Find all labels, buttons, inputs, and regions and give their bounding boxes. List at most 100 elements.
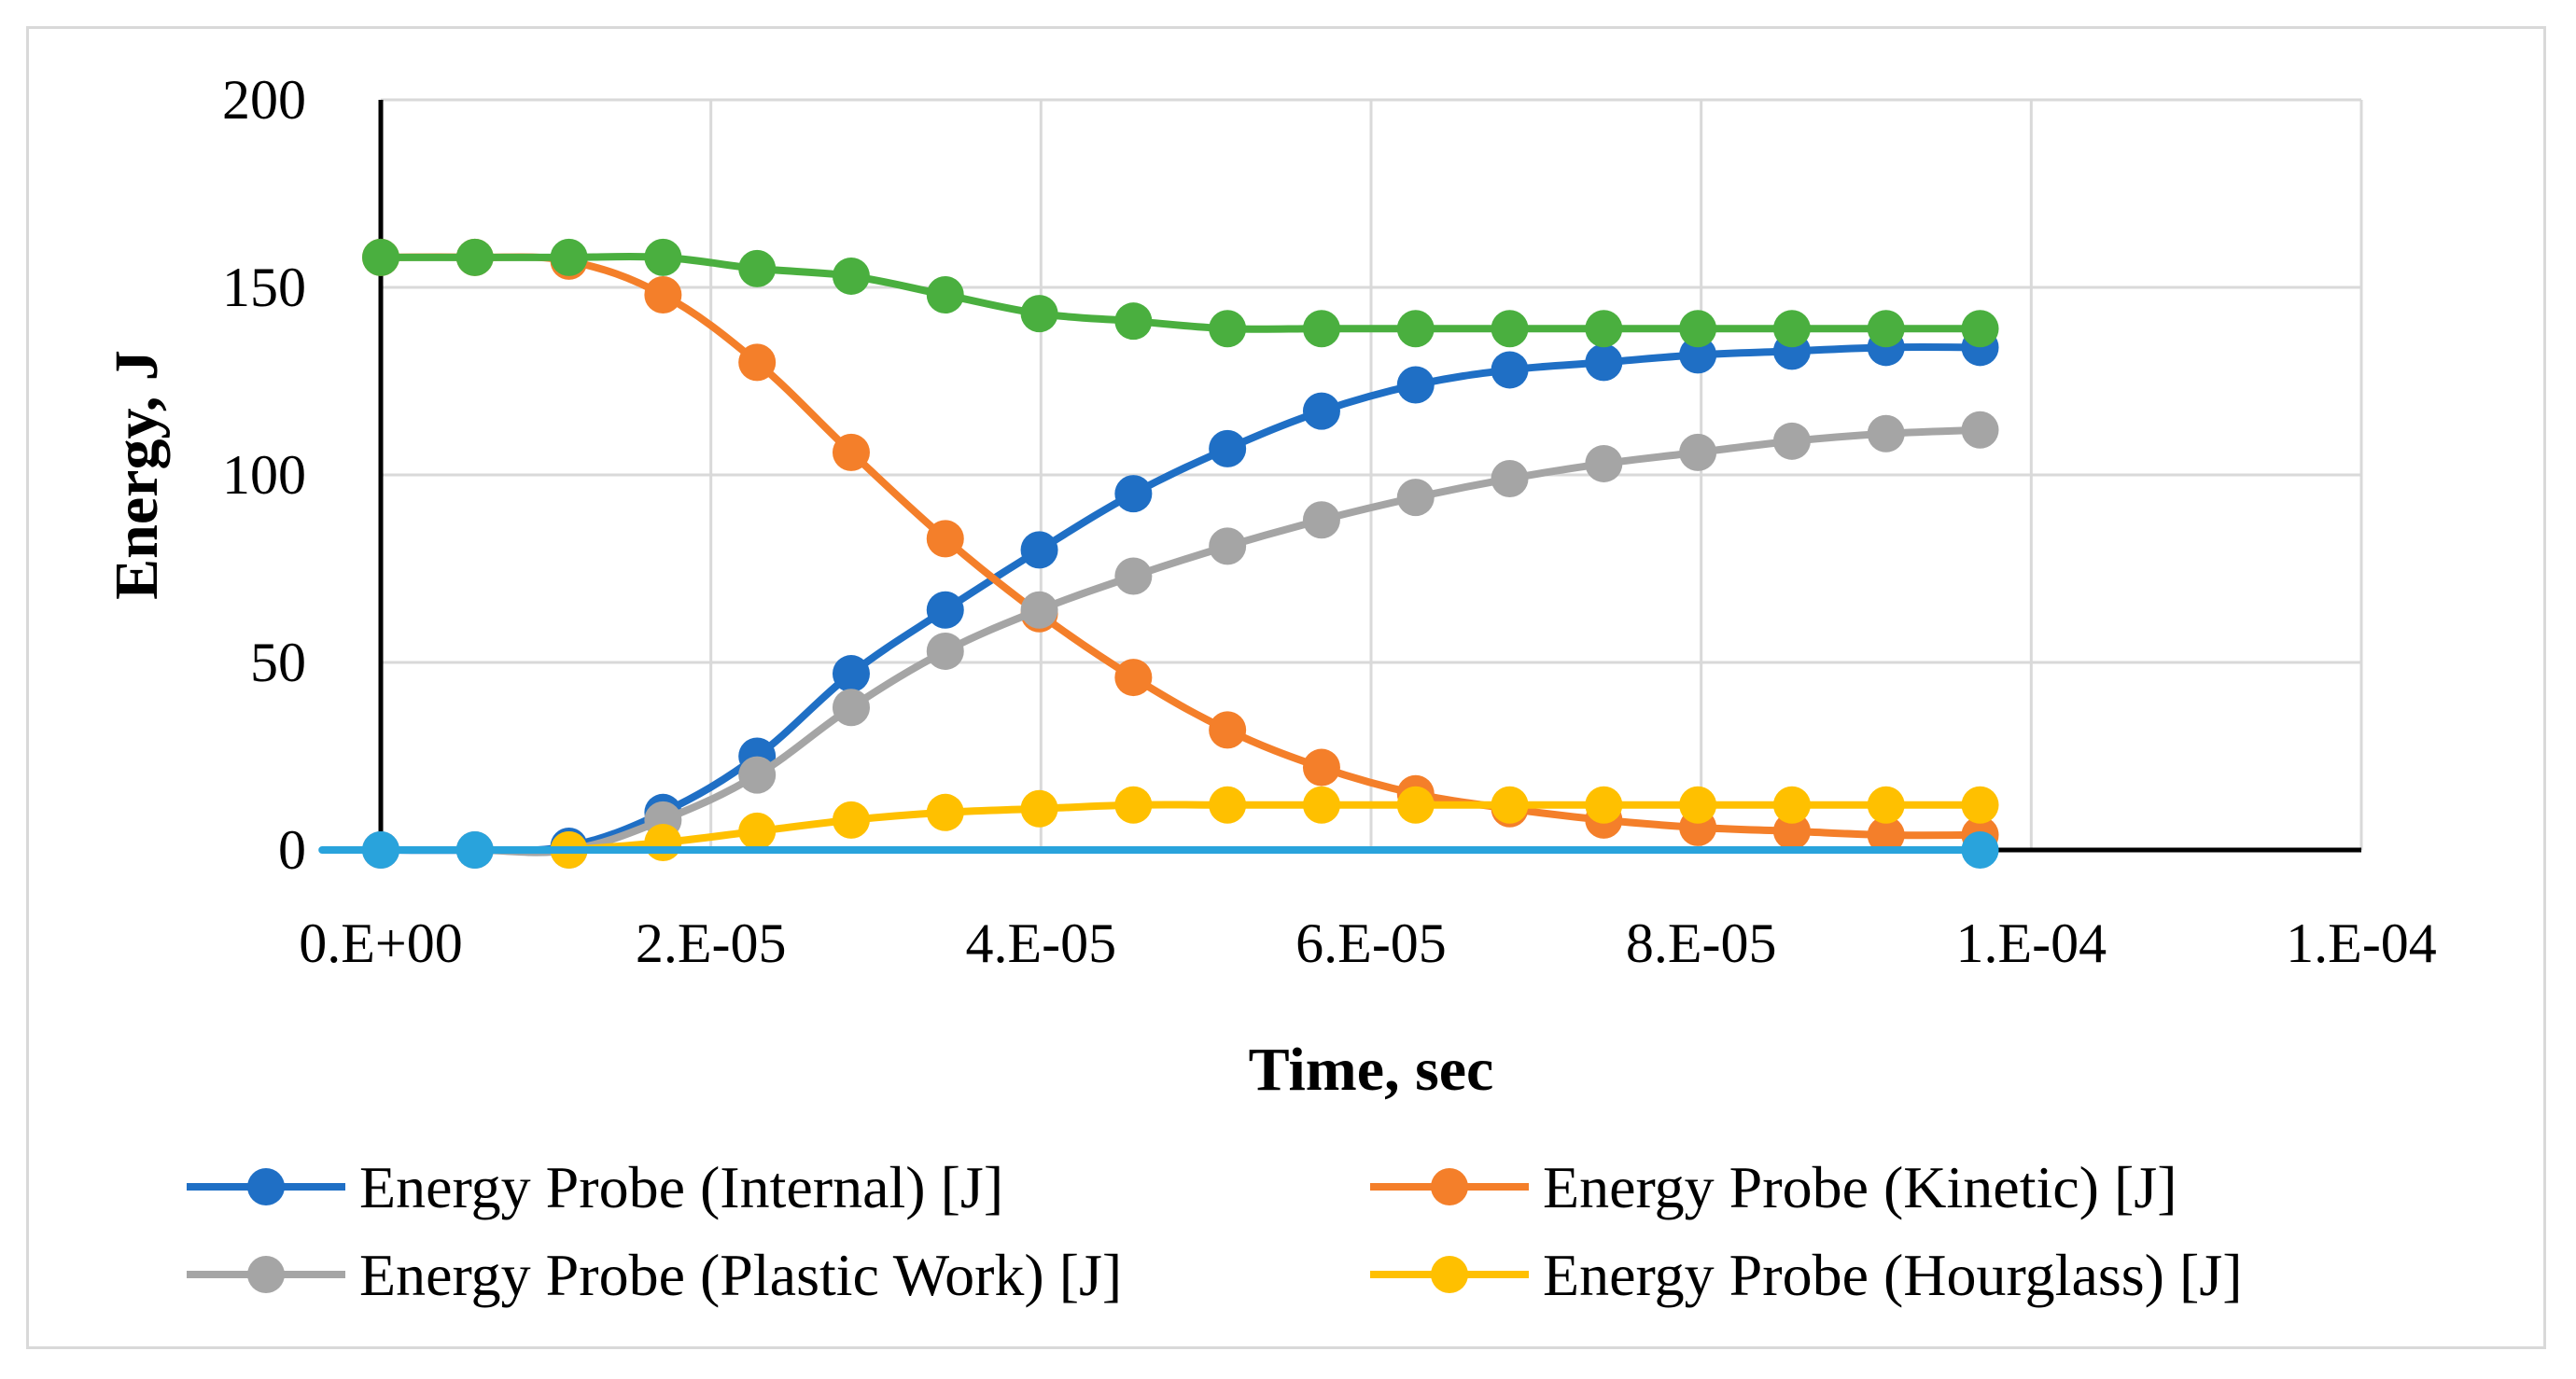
tick-labels: 0 50 100 150 200 0.E+00 2.E-05 4.E-05 6.E-05 8.E-… [222, 69, 2437, 974]
data-point [644, 276, 682, 314]
data-point [1114, 557, 1153, 595]
x-tick-label: 0.E+00 [299, 912, 463, 974]
data-point [832, 257, 870, 295]
data-point [1679, 310, 1717, 348]
x-tick-label: 8.E-05 [1626, 912, 1777, 974]
legend-swatch-marker [247, 1168, 285, 1205]
legend-item: Energy Probe (Hourglass) [J] [1370, 1242, 2243, 1308]
data-point [926, 591, 964, 629]
data-point [832, 433, 870, 471]
data-point [1302, 392, 1340, 430]
y-tick-label: 100 [222, 444, 306, 506]
data-point [1396, 479, 1435, 517]
data-point [1772, 786, 1811, 824]
series-line [377, 253, 1984, 840]
data-point [1114, 475, 1153, 513]
data-point [1867, 414, 1905, 453]
data-point [1772, 422, 1811, 460]
data-point [1585, 343, 1623, 382]
data-point [738, 756, 777, 794]
legend-label: Energy Probe (Internal) [J] [359, 1154, 1003, 1220]
data-point [1772, 812, 1811, 850]
y-axis-title: Energy, J [103, 350, 171, 600]
data-point [1961, 831, 1999, 869]
data-point [455, 238, 494, 276]
data-point [926, 520, 964, 558]
data-point [1679, 786, 1717, 824]
data-point [1585, 310, 1623, 348]
data-point [1209, 711, 1247, 749]
data-point [1302, 310, 1340, 348]
y-tick-label: 150 [222, 257, 306, 318]
data-point [1585, 786, 1623, 824]
data-point [738, 249, 777, 287]
legend-label: Energy Probe (Plastic Work) [J] [359, 1242, 1122, 1308]
data-point [1020, 789, 1058, 828]
series-group [318, 238, 1999, 869]
data-point [926, 632, 964, 670]
data-point [1209, 527, 1247, 565]
y-tick-label: 0 [278, 819, 306, 881]
data-point [1961, 786, 1999, 824]
data-point [1396, 310, 1435, 348]
series-line [377, 252, 1984, 333]
y-tick-label: 50 [250, 632, 306, 693]
data-point [1302, 501, 1340, 539]
data-point [1020, 531, 1058, 569]
data-point [1679, 433, 1717, 471]
data-point [1302, 786, 1340, 824]
data-point [1867, 815, 1905, 854]
data-point [1209, 786, 1247, 824]
series-2 [362, 411, 1999, 869]
data-point [1585, 444, 1623, 482]
data-point [1961, 411, 1999, 449]
data-point [1491, 460, 1529, 498]
data-point [1114, 302, 1153, 341]
x-tick-label: 4.E-05 [966, 912, 1117, 974]
data-point [1209, 429, 1247, 467]
data-point [455, 831, 494, 869]
data-point [1020, 295, 1058, 333]
series-line [377, 343, 1984, 855]
legend-item: Energy Probe (Kinetic) [J] [1370, 1154, 2177, 1220]
data-point [832, 655, 870, 693]
data-point [1772, 310, 1811, 348]
legend-swatch-marker [1431, 1256, 1468, 1293]
data-point [926, 276, 964, 314]
data-point [644, 823, 682, 861]
chart-frame [26, 26, 2546, 1349]
series-4 [362, 238, 1999, 348]
grid-lines [381, 98, 2363, 850]
legend-swatch-marker [1431, 1168, 1468, 1205]
data-point [1396, 786, 1435, 824]
data-point [644, 238, 682, 276]
legend-item: Energy Probe (Internal) [J] [187, 1154, 1003, 1220]
x-tick-label: 2.E-05 [636, 912, 787, 974]
data-point [1020, 591, 1058, 629]
legend-swatch-marker [247, 1256, 285, 1293]
data-point [1114, 659, 1153, 697]
data-point [1867, 786, 1905, 824]
data-point [1491, 351, 1529, 389]
x-tick-label: 6.E-05 [1295, 912, 1447, 974]
legend: Energy Probe (Internal) [J] Energy Probe … [187, 1154, 2243, 1308]
series-line [565, 801, 1984, 854]
data-point [1679, 336, 1717, 374]
legend-label: Energy Probe (Hourglass) [J] [1543, 1242, 2243, 1308]
data-point [362, 831, 399, 869]
data-point [1396, 366, 1435, 404]
data-point [1209, 310, 1247, 348]
data-point [550, 238, 588, 276]
data-point [1491, 786, 1529, 824]
legend-item: Energy Probe (Plastic Work) [J] [187, 1242, 1122, 1308]
series-line [377, 425, 1984, 857]
data-point [926, 793, 964, 831]
x-axis-title: Time, sec [1249, 1036, 1494, 1104]
x-tick-label: 1.E-04 [2286, 912, 2437, 974]
data-point [1114, 786, 1153, 824]
data-point [1491, 310, 1529, 348]
data-point [832, 689, 870, 727]
legend-label: Energy Probe (Kinetic) [J] [1543, 1154, 2177, 1220]
data-point [362, 238, 399, 276]
